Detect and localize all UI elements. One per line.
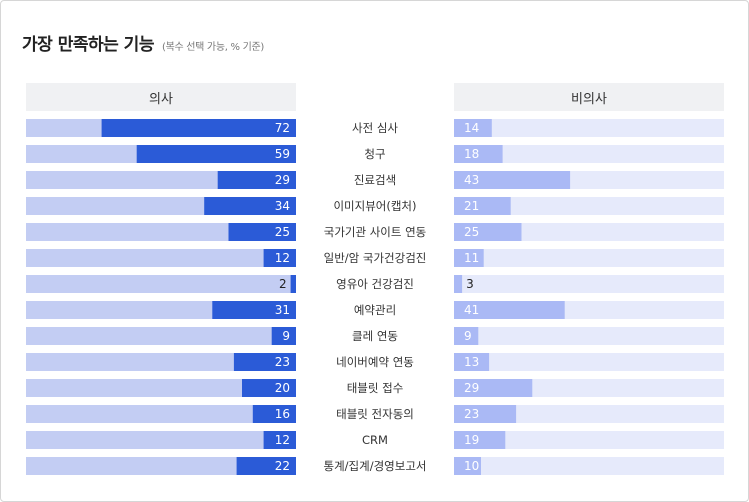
category-label: 네이버예약 연동 [336,355,414,369]
doctor-track [26,457,296,475]
non-doctor-bar [454,275,463,293]
doctor-track [26,249,296,267]
non-doctor-value-label: 21 [464,199,479,213]
category-label: 영유아 건강검진 [336,277,414,291]
doctor-value-label: 16 [275,407,290,421]
doctor-value-label: 25 [275,225,290,239]
category-label: 클레 연동 [352,329,398,343]
doctor-value-label: 34 [275,199,290,213]
category-label: CRM [362,433,388,447]
non-doctor-track [454,353,724,371]
doctor-track [26,353,296,371]
category-label: 통계/집계/경영보고서 [324,459,427,473]
doctor-bar [236,457,296,475]
doctor-bar [204,197,296,215]
non-doctor-value-label: 9 [464,329,472,343]
doctor-bar [290,275,296,293]
non-doctor-value-label: 18 [464,147,479,161]
category-label: 태블릿 접수 [347,381,404,395]
doctor-bar [242,379,296,397]
non-doctor-bar [454,327,479,345]
doctor-bar [212,301,296,319]
category-label: 사전 심사 [352,121,398,135]
non-doctor-value-label: 25 [464,225,479,239]
doctor-value-label: 59 [275,147,290,161]
non-doctor-value-label: 43 [464,173,479,187]
doctor-value-label: 22 [275,459,290,473]
doctor-bar [217,171,296,189]
doctor-value-label: 72 [275,121,290,135]
doctor-value-label: 20 [275,381,290,395]
category-label: 청구 [364,147,385,161]
doctor-value-label: 12 [275,433,290,447]
non-doctor-value-label: 29 [464,381,479,395]
doctor-value-label: 31 [275,303,290,317]
non-doctor-bar [454,223,522,241]
doctor-value-label: 2 [279,277,287,291]
category-label: 일반/암 국가건강검진 [324,251,427,265]
doctor-track [26,431,296,449]
non-doctor-value-label: 41 [464,303,479,317]
category-label: 진료검색 [354,173,396,187]
doctor-value-label: 12 [275,251,290,265]
doctor-bar [263,249,296,267]
non-doctor-track [454,405,724,423]
doctor-bar [252,405,296,423]
doctor-track [26,405,296,423]
non-doctor-value-label: 19 [464,433,479,447]
non-doctor-track [454,327,724,345]
doctor-bar [271,327,296,345]
non-doctor-track [454,249,724,267]
doctor-track [26,327,296,345]
non-doctor-value-label: 11 [464,251,479,265]
category-label: 태블릿 전자동의 [336,407,414,421]
non-doctor-track [454,431,724,449]
non-doctor-track [454,119,724,137]
doctor-value-label: 9 [282,329,290,343]
doctor-value-label: 29 [275,173,290,187]
non-doctor-track [454,197,724,215]
chart-subtitle: (복수 선택 가능, % 기준) [161,42,264,53]
non-doctor-track [454,275,724,293]
non-doctor-bar [454,301,565,319]
non-doctor-track [454,457,724,475]
non-doctor-bar [454,405,517,423]
non-doctor-value-label: 10 [464,459,479,473]
non-doctor-bar [454,457,481,475]
non-doctor-bar [454,353,490,371]
non-doctor-value-label: 23 [464,407,479,421]
header-non-doctor: 비의사 [454,83,724,111]
category-label: 이미지뷰어(캡처) [333,199,416,213]
non-doctor-track [454,145,724,163]
non-doctor-bar [454,119,492,137]
category-label: 국가기관 사이트 연동 [324,225,427,239]
non-doctor-value-label: 13 [464,355,479,369]
doctor-track [26,275,296,293]
non-doctor-bar [454,379,533,397]
doctor-track [26,379,296,397]
non-doctor-bar [454,145,503,163]
doctor-bar [228,223,296,241]
title-block: 가장 만족하는 기능 (복수 선택 가능, % 기준) [22,30,264,55]
doctor-bar [263,431,296,449]
non-doctor-bar [454,431,506,449]
chart-title: 가장 만족하는 기능 [22,35,154,55]
non-doctor-bar [454,197,511,215]
doctor-bar [233,353,296,371]
non-doctor-value-label: 14 [464,121,479,135]
doctor-bar [136,145,296,163]
header-doctor: 의사 [26,83,296,111]
non-doctor-bar [454,249,484,267]
non-doctor-bar [454,171,571,189]
doctor-bar [101,119,296,137]
doctor-value-label: 23 [275,355,290,369]
non-doctor-value-label: 3 [466,277,474,291]
category-label: 예약관리 [354,303,396,317]
